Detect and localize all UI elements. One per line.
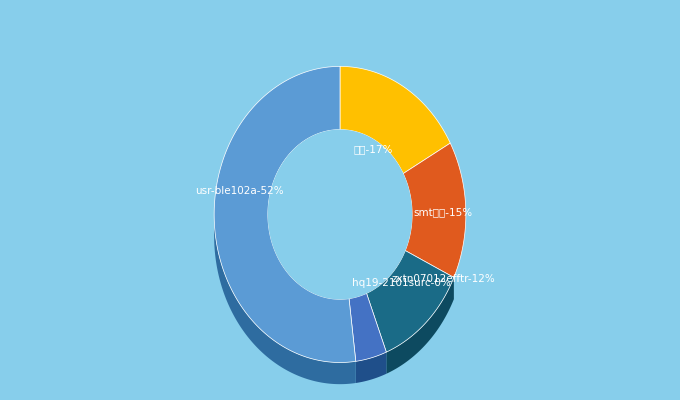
Polygon shape xyxy=(214,215,356,384)
Polygon shape xyxy=(367,250,454,352)
Polygon shape xyxy=(349,293,367,320)
Polygon shape xyxy=(403,143,466,278)
Polygon shape xyxy=(386,278,454,374)
Polygon shape xyxy=(268,130,412,299)
Text: smt贴片-15%: smt贴片-15% xyxy=(413,207,473,217)
Polygon shape xyxy=(367,250,405,315)
Text: 贴片-17%: 贴片-17% xyxy=(353,144,392,154)
Polygon shape xyxy=(356,352,386,383)
Polygon shape xyxy=(268,215,349,321)
Polygon shape xyxy=(340,66,450,174)
Polygon shape xyxy=(349,293,386,361)
Text: hq19-2101surc-0%: hq19-2101surc-0% xyxy=(352,278,451,288)
Text: usr-ble102a-52%: usr-ble102a-52% xyxy=(196,186,284,196)
Polygon shape xyxy=(214,66,356,362)
Text: zxtn07012efftr-12%: zxtn07012efftr-12% xyxy=(391,274,495,284)
